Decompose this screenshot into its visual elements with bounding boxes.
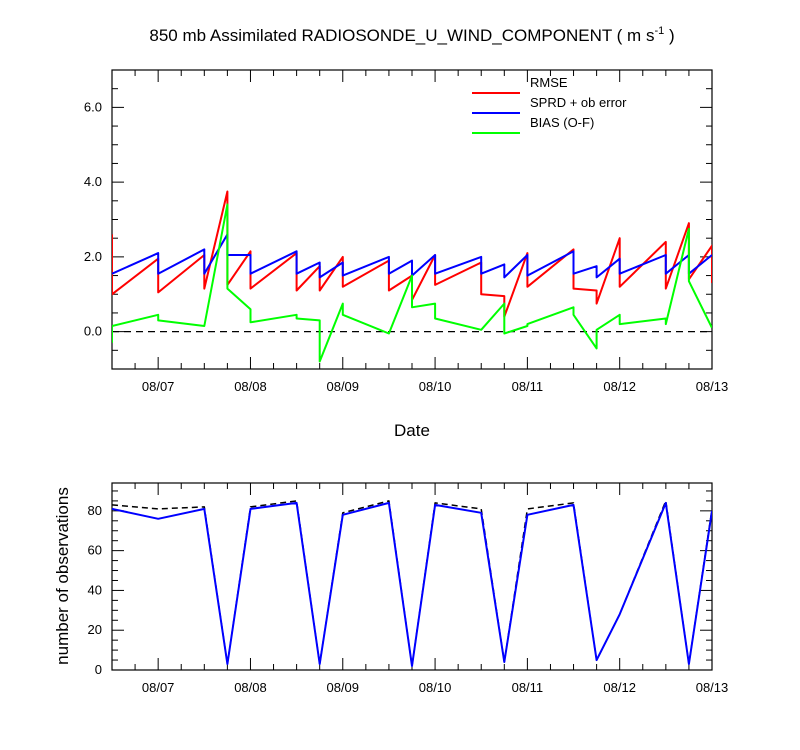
x-tick-label: 08/08 (234, 680, 267, 695)
x-tick-label: 08/10 (419, 680, 452, 695)
x-tick-label: 08/11 (512, 379, 544, 394)
x-tick-label: 08/13 (696, 680, 729, 695)
y-tick-label: 20 (88, 622, 102, 637)
x-tick-label: 08/13 (696, 379, 729, 394)
x-tick-label: 08/10 (419, 379, 452, 394)
series-line-possible (112, 500, 712, 667)
plot-frame (111, 482, 713, 671)
series-line-bias-o-f (112, 203, 712, 363)
y-tick-label: 4.0 (84, 174, 102, 189)
y-tick-label: 6.0 (84, 99, 102, 114)
chart-title: 850 mb Assimilated RADIOSONDE_U_WIND_COM… (149, 25, 674, 45)
y-tick-label: 0.0 (84, 324, 102, 339)
y-tick-label: 2.0 (84, 249, 102, 264)
series-line-sprd-ob-error (112, 233, 712, 279)
x-tick-label: 08/07 (142, 379, 175, 394)
y-tick-label: 80 (88, 503, 102, 518)
x-tick-label: 08/08 (234, 379, 267, 394)
x-tick-label: 08/09 (326, 379, 359, 394)
x-tick-label: 08/07 (142, 680, 175, 695)
legend-label: BIAS (O-F) (530, 115, 594, 130)
x-tick-label: 08/12 (603, 680, 636, 695)
bottom-plot: 08/07 08/08 08/09 08/10 08/11 08/12 08/13 0 20 40… (88, 482, 729, 695)
x-tick-label: 08/09 (326, 680, 359, 695)
top-x-axis-label: Date (394, 421, 430, 440)
legend-label: RMSE (530, 75, 568, 90)
chart-title-main: 850 mb Assimilated RADIOSONDE_U_WIND_COM… (149, 26, 654, 45)
chart-title-units-sup: -1 (654, 25, 664, 37)
series-line-used (112, 501, 712, 667)
x-tick-label: 08/11 (512, 680, 544, 695)
y-tick-label: 0 (95, 662, 102, 677)
y-tick-label: 40 (88, 582, 102, 597)
x-tick-label: 08/12 (603, 379, 636, 394)
y-tick-label: 60 (88, 543, 102, 558)
bottom-y-axis-label: number of observations (53, 487, 72, 665)
chart-title-close: ) (664, 26, 674, 45)
top-plot: 08/07 08/08 08/09 08/10 08/11 08/12 08/13 0.0 2.… (84, 69, 729, 394)
legend-label: SPRD + ob error (530, 95, 627, 110)
